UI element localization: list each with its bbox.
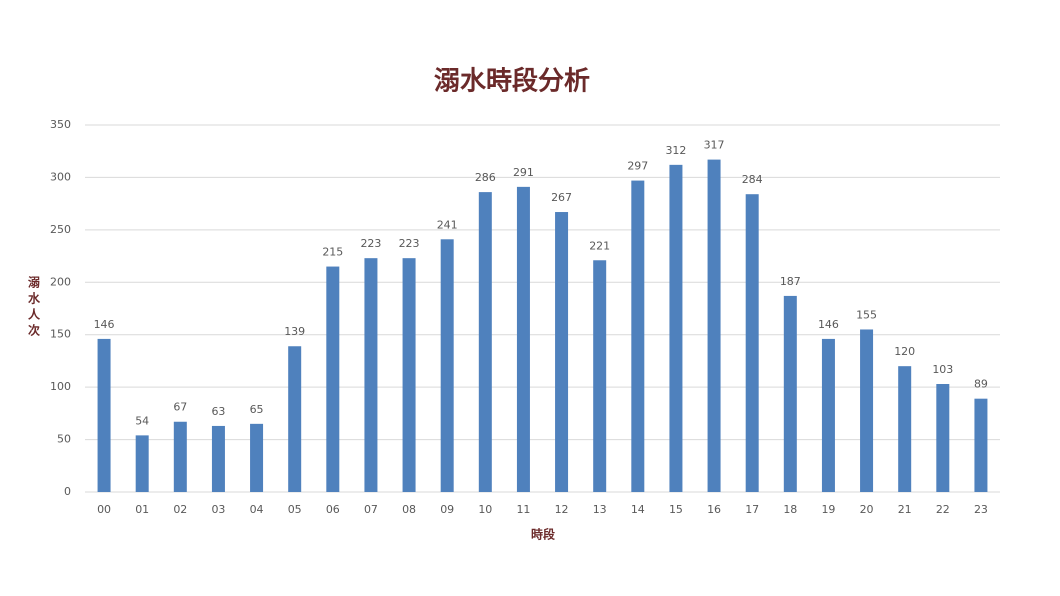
bar — [974, 398, 988, 492]
bar — [745, 194, 759, 492]
bar — [173, 421, 187, 492]
y-tick-label: 300 — [50, 170, 71, 183]
data-label: 286 — [475, 171, 496, 184]
bar — [631, 180, 645, 492]
x-tick-label: 14 — [631, 503, 645, 516]
x-tick-label: 04 — [250, 503, 264, 516]
y-tick-label: 200 — [50, 275, 71, 288]
bar — [440, 239, 454, 492]
x-tick-label: 01 — [135, 503, 149, 516]
bar — [288, 346, 302, 492]
bar — [478, 192, 492, 492]
bar — [364, 258, 378, 492]
data-label: 215 — [322, 246, 343, 259]
data-label: 155 — [856, 308, 877, 321]
bar — [898, 366, 912, 492]
bar — [326, 266, 340, 492]
bar — [669, 164, 683, 493]
bar — [860, 329, 874, 492]
data-label: 221 — [589, 239, 610, 252]
x-tick-label: 17 — [745, 503, 759, 516]
x-tick-label: 12 — [555, 503, 569, 516]
data-label: 146 — [94, 318, 115, 331]
data-label: 291 — [513, 166, 534, 179]
bar — [593, 260, 607, 492]
y-tick-label: 250 — [50, 223, 71, 236]
bar — [135, 435, 149, 492]
x-tick-label: 23 — [974, 503, 988, 516]
x-tick-label: 02 — [173, 503, 187, 516]
data-label: 187 — [780, 275, 801, 288]
x-tick-label: 10 — [478, 503, 492, 516]
data-label: 317 — [704, 139, 725, 152]
data-label: 297 — [627, 160, 648, 173]
data-label: 67 — [173, 401, 187, 414]
y-axis-title: 溺水人次 — [27, 276, 41, 340]
x-tick-label: 09 — [440, 503, 454, 516]
bar — [707, 159, 721, 493]
x-tick-label: 11 — [516, 503, 530, 516]
x-tick-label: 18 — [783, 503, 797, 516]
data-label: 54 — [135, 414, 149, 427]
data-label: 103 — [932, 363, 953, 376]
data-label: 63 — [211, 405, 225, 418]
y-tick-label: 0 — [64, 485, 71, 498]
x-tick-label: 06 — [326, 503, 340, 516]
bar — [97, 338, 111, 492]
x-tick-label: 07 — [364, 503, 378, 516]
data-label: 284 — [742, 173, 763, 186]
data-label: 223 — [399, 237, 420, 250]
data-label: 120 — [894, 345, 915, 358]
x-tick-label: 19 — [821, 503, 835, 516]
x-tick-label: 03 — [211, 503, 225, 516]
x-tick-label: 20 — [860, 503, 874, 516]
data-label: 312 — [665, 144, 686, 157]
x-tick-label: 22 — [936, 503, 950, 516]
x-axis-title: 時段 — [531, 527, 556, 542]
bar — [783, 295, 797, 492]
bar — [250, 423, 264, 492]
bar — [821, 338, 835, 492]
y-tick-label: 150 — [50, 328, 71, 341]
data-label: 65 — [250, 403, 264, 416]
data-label: 89 — [974, 378, 988, 391]
x-tick-label: 15 — [669, 503, 683, 516]
y-tick-label: 100 — [50, 380, 71, 393]
x-tick-label: 13 — [593, 503, 607, 516]
x-tick-label: 16 — [707, 503, 721, 516]
bar — [402, 258, 416, 492]
chart-title: 溺水時段分析 — [434, 66, 590, 97]
data-label: 146 — [818, 318, 839, 331]
data-label: 241 — [437, 218, 458, 231]
bar — [555, 212, 569, 492]
bar — [936, 383, 950, 492]
x-tick-label: 21 — [898, 503, 912, 516]
x-tick-label: 05 — [288, 503, 302, 516]
data-label: 139 — [284, 325, 305, 338]
bar — [211, 425, 225, 492]
bar — [516, 186, 530, 492]
x-tick-label: 00 — [97, 503, 111, 516]
y-tick-label: 350 — [50, 118, 71, 131]
y-tick-label: 50 — [57, 433, 71, 446]
x-tick-label: 08 — [402, 503, 416, 516]
data-label: 223 — [360, 237, 381, 250]
data-label: 267 — [551, 191, 572, 204]
